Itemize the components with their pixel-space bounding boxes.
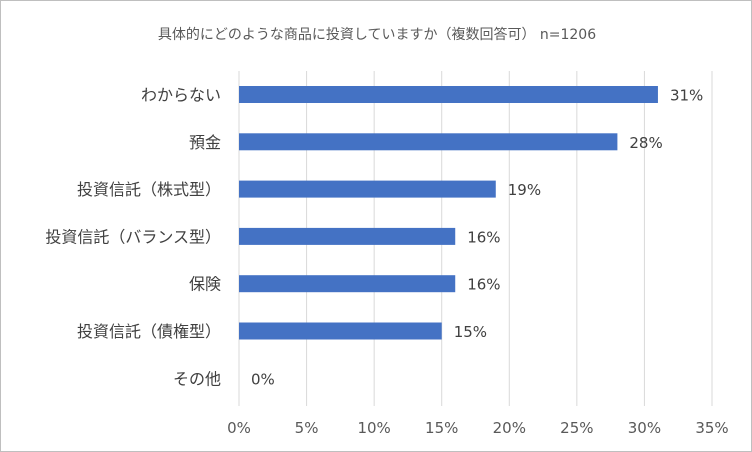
x-tick-label: 35% xyxy=(695,419,728,437)
bar-3 xyxy=(239,227,456,245)
bar-5 xyxy=(239,322,442,340)
x-tick-label: 20% xyxy=(493,419,526,437)
data-labels: 31% 28% 19% 16% 16% 15% 0% xyxy=(251,87,703,389)
bar-4 xyxy=(239,275,456,293)
category-label: 投資信託（株式型） xyxy=(77,180,221,199)
x-axis-tick-labels: 0% 5% 10% 15% 20% 25% 30% 35% xyxy=(227,419,729,437)
bars xyxy=(239,86,658,340)
x-tick-label: 10% xyxy=(357,419,390,437)
data-label: 28% xyxy=(629,134,662,152)
category-label: その他 xyxy=(173,369,221,388)
data-label: 16% xyxy=(467,228,500,246)
data-label: 0% xyxy=(251,370,275,388)
x-tick-label: 5% xyxy=(295,419,319,437)
data-label: 15% xyxy=(454,323,487,341)
data-label: 16% xyxy=(467,276,500,294)
category-label: わからない xyxy=(141,86,221,105)
data-label: 31% xyxy=(670,87,703,105)
category-label: 預金 xyxy=(189,133,221,152)
data-label: 19% xyxy=(508,181,541,199)
x-tick-label: 30% xyxy=(628,419,661,437)
category-label: 投資信託（債権型） xyxy=(77,322,221,341)
bar-2 xyxy=(239,180,496,198)
x-tick-label: 25% xyxy=(560,419,593,437)
category-label: 投資信託（バランス型） xyxy=(45,227,221,246)
chart-title: 具体的にどのような商品に投資していますか（複数回答可） n=1206 xyxy=(158,26,596,43)
x-tick-label: 0% xyxy=(227,419,251,437)
x-tick-label: 15% xyxy=(425,419,458,437)
bar-1 xyxy=(239,133,618,151)
category-label: 保険 xyxy=(189,275,221,294)
bar-0 xyxy=(239,86,658,103)
